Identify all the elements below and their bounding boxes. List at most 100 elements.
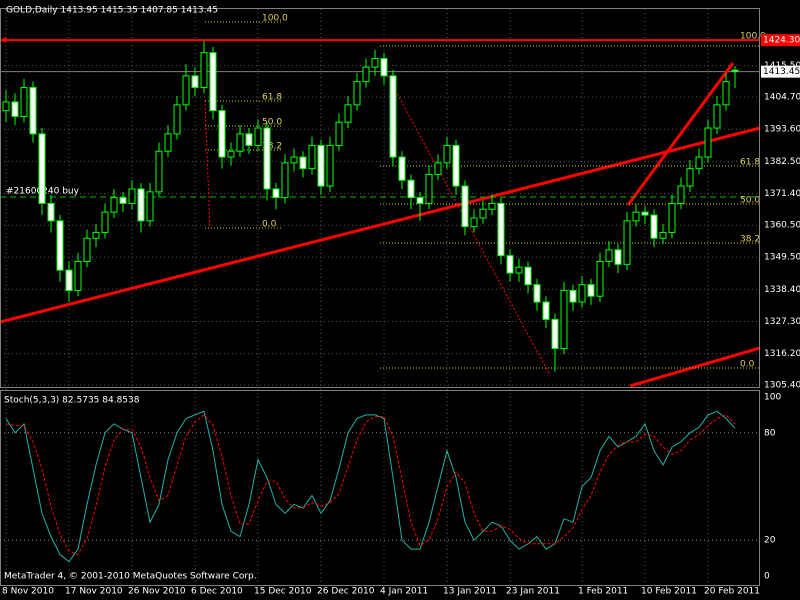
fib-trend: [379, 61, 551, 376]
candle-body: [641, 211, 649, 216]
y-tick-label: 0: [764, 572, 770, 582]
candle-body: [632, 211, 640, 222]
candle-body: [56, 220, 64, 271]
candle-body: [677, 185, 685, 204]
candle-body: [398, 156, 406, 181]
main-panel: [0, 8, 760, 388]
candle-body: [299, 156, 307, 170]
fib-label: 61.8: [262, 93, 282, 103]
candle-body: [83, 237, 91, 262]
candle-body: [560, 289, 568, 349]
x-tick-label: 23 Jan 2011: [506, 587, 560, 597]
candle-body: [344, 104, 352, 123]
fib-label: 0.0: [740, 360, 755, 370]
candle-body: [200, 52, 208, 88]
candle-body: [695, 156, 703, 170]
candle-body: [290, 156, 298, 164]
candle-body: [119, 197, 127, 204]
candle-body: [470, 217, 478, 228]
candle-body: [614, 249, 622, 265]
candle-body: [524, 266, 532, 286]
fib-label: 61.8: [740, 158, 760, 168]
y-tick-label: 1393.60: [764, 125, 800, 135]
candle-body: [11, 101, 19, 117]
x-tick-label: 4 Jan 2011: [380, 587, 428, 597]
candle-body: [155, 150, 163, 193]
candle-body: [326, 144, 334, 187]
candle-body: [488, 202, 496, 210]
candle-body: [713, 104, 721, 129]
x-tick-label: 1 Feb 2011: [578, 587, 628, 597]
candle-body: [128, 188, 136, 204]
candle-body: [227, 150, 235, 158]
candle-body: [569, 289, 577, 303]
fib-label: 50.0: [262, 118, 282, 128]
price-level-label: 1413.45: [763, 67, 800, 77]
y-tick-label: 1360.50: [764, 221, 800, 231]
footer: MetaTrader 4, © 2001-2010 MetaQuotes Sof…: [4, 572, 257, 582]
trend-line: [629, 346, 761, 388]
candle-body: [92, 231, 100, 239]
candle-body: [380, 57, 388, 77]
candle-body: [254, 127, 262, 146]
candle-body: [605, 249, 613, 262]
candle-body: [425, 173, 433, 204]
candle-body: [686, 168, 694, 187]
fib-trend: [204, 99, 211, 229]
x-tick-label: 15 Dec 2010: [254, 587, 312, 597]
candle-body: [434, 162, 442, 175]
candle-body: [497, 202, 505, 257]
candle-body: [515, 266, 523, 274]
candle-body: [74, 260, 82, 291]
fib-label: 100.0: [262, 14, 288, 24]
candle-body: [209, 52, 217, 112]
candle-body: [218, 110, 226, 158]
candle-body: [668, 202, 676, 233]
stoch-line: [5, 410, 736, 563]
stoch-panel: [0, 390, 760, 586]
candle-body: [236, 133, 244, 152]
y-tick-label: 1349.50: [764, 253, 800, 263]
candle-body: [389, 75, 397, 158]
stoch-title: Stoch(5,3,3) 82.5735 84.8538: [4, 396, 140, 406]
y-tick-label: 1371.40: [764, 189, 800, 199]
candle-body: [29, 86, 37, 135]
candle-body: [452, 144, 460, 187]
candle-body: [47, 202, 55, 222]
candle-body: [407, 179, 415, 199]
stoch-line: [5, 414, 736, 556]
y-tick-label: 1338.40: [764, 285, 800, 295]
chart-title: GOLD,Daily 1413.95 1415.35 1407.85 1413.…: [6, 6, 218, 16]
candle-body: [173, 104, 181, 135]
candle-body: [362, 66, 370, 83]
candle-body: [659, 231, 667, 239]
trend-line: [626, 62, 735, 206]
fib-layer: 100.0 61.8 50.0 38.2 0.0 100.0 61.8 50.0 38.2 0.0: [205, 14, 766, 370]
candle-body: [65, 269, 73, 291]
y-tick-label: 100: [764, 393, 781, 403]
candle-body: [146, 191, 154, 222]
candle-body: [704, 127, 712, 158]
candle-body: [308, 144, 316, 170]
candle-body: [551, 318, 559, 349]
candle-body: [578, 284, 586, 303]
level-anchor: [2, 37, 8, 43]
y-tick-label: 80: [764, 428, 776, 438]
candle-body: [731, 69, 739, 73]
y-tick-label: 1404.70: [764, 93, 800, 103]
fib-label: 0.0: [262, 220, 277, 230]
candle-body: [38, 133, 46, 204]
candle-body: [416, 197, 424, 204]
candle-body: [650, 214, 658, 239]
candle-body: [596, 260, 604, 297]
y-tick-label: 20: [764, 536, 776, 546]
price-level-box: [761, 65, 800, 78]
fib-label: 100.0: [740, 32, 766, 42]
candle-body: [2, 101, 10, 112]
price-level-box: [761, 34, 800, 47]
y-tick-label: 1305.40: [764, 380, 800, 390]
x-tick-label: 17 Nov 2010: [65, 587, 123, 597]
x-tick-label: 10 Feb 2011: [641, 587, 697, 597]
x-tick-label: 8 Nov 2010: [2, 587, 54, 597]
